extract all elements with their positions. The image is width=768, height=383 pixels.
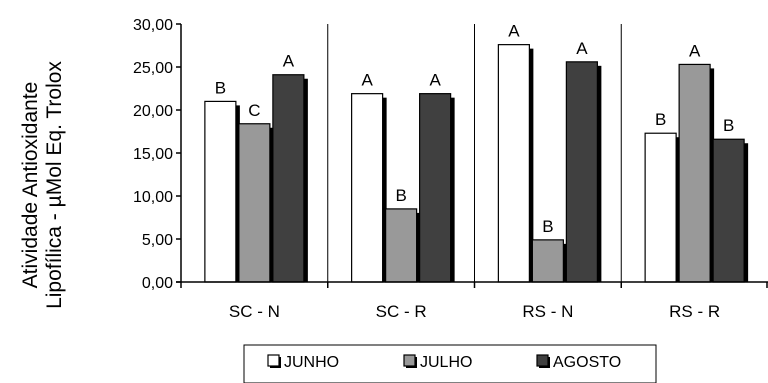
x-category-label: RS - R xyxy=(669,302,720,321)
bar-julho-1 xyxy=(238,123,271,283)
y-tick-label: 30,00 xyxy=(133,17,173,34)
bar-junho-4 xyxy=(644,132,677,283)
y-tick-label: 10,00 xyxy=(133,189,173,206)
y-tick-label: 15,00 xyxy=(133,146,173,163)
y-axis-title-line-1: Atividade Antioxidante xyxy=(19,82,42,289)
significance-letter: A xyxy=(689,41,701,60)
bar-agosto-3 xyxy=(565,61,598,283)
x-category-label: SC - N xyxy=(229,302,280,321)
legend-swatch-julho xyxy=(403,354,416,367)
significance-letter: A xyxy=(429,71,441,90)
significance-letter: B xyxy=(215,78,226,97)
significance-letter: A xyxy=(361,71,373,90)
bar-junho-1 xyxy=(204,100,237,283)
x-category-label: RS - N xyxy=(522,302,573,321)
bar-junho-2 xyxy=(351,93,384,283)
y-tick-label: 0,00 xyxy=(142,275,173,292)
y-tick-label: 25,00 xyxy=(133,60,173,77)
significance-letter: B xyxy=(655,110,666,129)
legend-label-junho: JUNHO xyxy=(284,354,339,371)
bar-agosto-4 xyxy=(712,138,745,283)
bar-julho-2 xyxy=(385,208,418,283)
legend-frame xyxy=(243,344,657,383)
significance-letter: B xyxy=(542,217,553,236)
x-category-label: SC - R xyxy=(376,302,427,321)
bar-julho-4 xyxy=(678,63,711,283)
legend-label-agosto: AGOSTO xyxy=(553,354,621,371)
y-tick-label: 20,00 xyxy=(133,103,173,120)
legend-swatch-agosto xyxy=(536,354,549,367)
bar-junho-3 xyxy=(497,44,530,283)
legend: JUNHO JULHO AGOSTO xyxy=(243,344,657,383)
significance-letter: A xyxy=(576,39,588,58)
significance-letter: A xyxy=(508,22,520,41)
bar-julho-3 xyxy=(531,239,564,283)
y-tick-label: 5,00 xyxy=(142,232,173,249)
significance-letter: C xyxy=(248,101,260,120)
significance-letter: B xyxy=(723,116,734,135)
y-axis-title: Atividade Antioxidante Lipofílica - µMol… xyxy=(19,61,66,309)
bar-agosto-2 xyxy=(419,93,452,283)
y-axis-title-line-2: Lipofílica - µMol Eq. Trolox xyxy=(43,61,66,309)
significance-letter: A xyxy=(283,52,295,71)
bar-agosto-1 xyxy=(272,74,305,283)
legend-label-julho: JULHO xyxy=(420,354,472,371)
legend-swatch-junho xyxy=(267,354,280,367)
significance-letter: B xyxy=(395,186,406,205)
